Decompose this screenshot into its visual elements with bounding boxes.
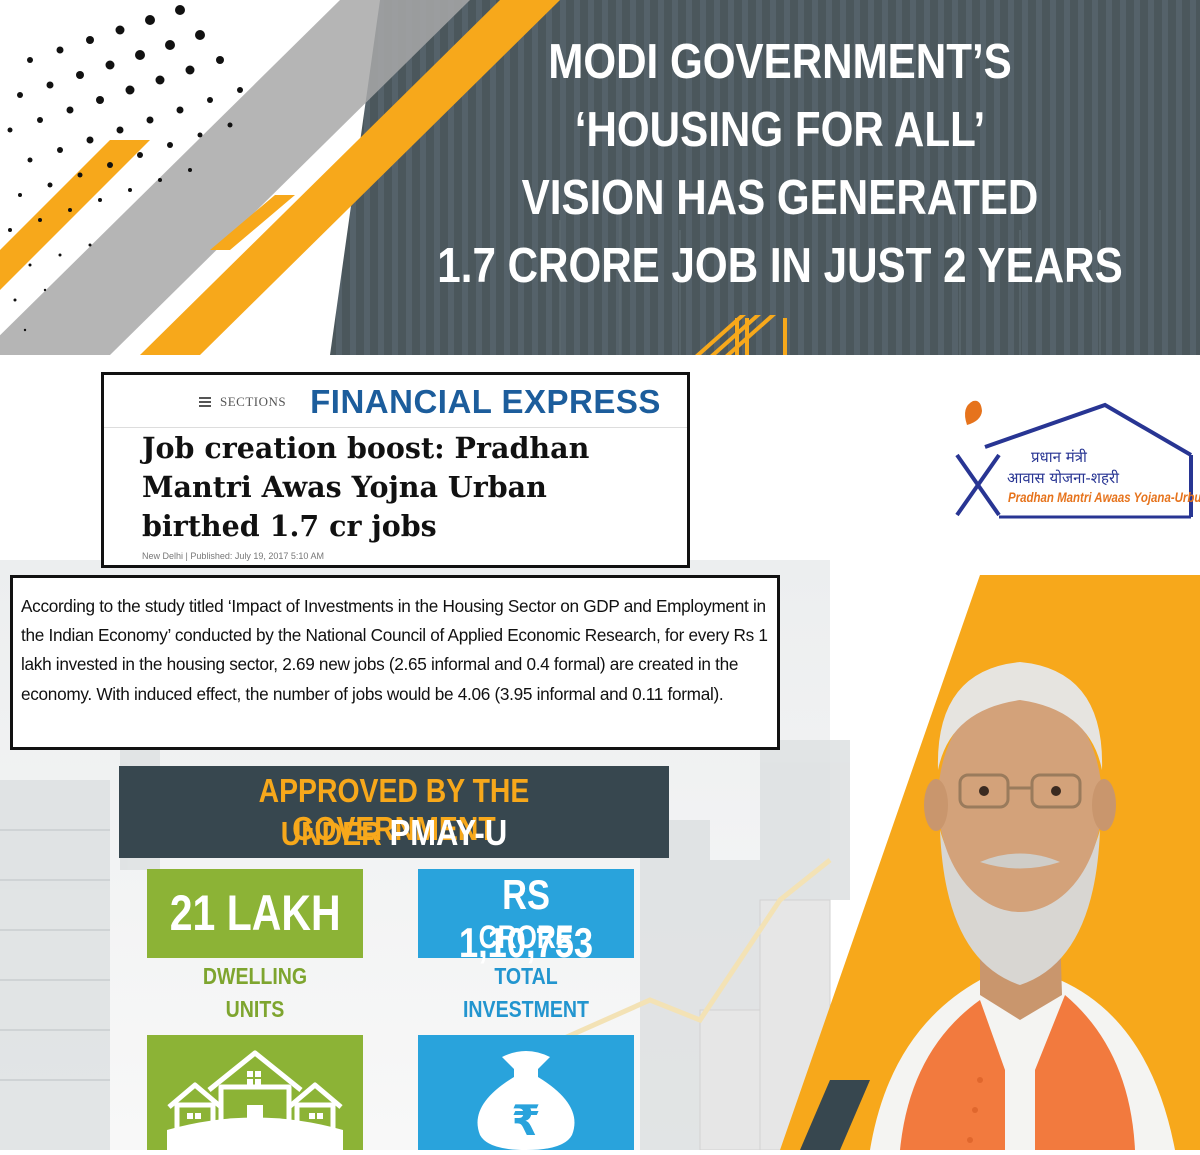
investment-unit: CRORE — [478, 919, 574, 955]
sections-menu[interactable]: SECTIONS — [199, 394, 286, 410]
news-headline: Job creation boost: Pradhan Mantri Awas … — [142, 431, 590, 543]
portrait-photo — [870, 662, 1175, 1150]
pmay-logo — [955, 400, 1193, 519]
headline-line-3: VISION HAS GENERATED — [521, 171, 1039, 225]
dwelling-units-label-line-1: DWELLING — [202, 963, 308, 989]
dwelling-units-value-box: 21 LAKH — [147, 869, 363, 958]
approved-line-1: APPROVED BY THE GOVERNMENT — [258, 772, 530, 847]
investment-icon-box: ₹ — [418, 1035, 634, 1150]
hamburger-menu-icon — [199, 395, 211, 409]
dwelling-units-label: DWELLING UNITS — [147, 960, 363, 1026]
headline-line-1: MODI GOVERNMENT’S — [548, 35, 1012, 89]
investment-label: TOTAL INVESTMENT — [418, 960, 634, 1026]
news-clipping: SECTIONS FINANCIAL EXPRESS Job creation … — [101, 372, 690, 568]
dwelling-units-icon-box — [147, 1035, 363, 1150]
approved-line-2: UNDER PMAY-U — [158, 812, 631, 854]
investment-value: RS 1,10,753 — [458, 871, 594, 966]
money-bag-icon: ₹ — [477, 1051, 575, 1150]
newspaper-brand: FINANCIAL EXPRESS — [310, 383, 661, 420]
svg-text:₹: ₹ — [511, 1096, 540, 1145]
investment-value-box: RS 1,10,753 CRORE — [418, 869, 634, 966]
sections-label: SECTIONS — [220, 394, 287, 409]
news-dateline: New Delhi | Published: July 19, 2017 5:1… — [142, 551, 324, 561]
dwelling-units-value: 21 LAKH — [169, 885, 341, 941]
scheme-name: PMAY-U — [389, 812, 508, 853]
houses-icon — [167, 1050, 343, 1150]
investment-label-line-2: INVESTMENT — [462, 996, 589, 1022]
headline-line-2: ‘HOUSING FOR ALL’ — [574, 103, 986, 157]
headline-line-4: 1.7 CRORE JOB IN JUST 2 YEARS — [437, 239, 1123, 293]
approved-banner: APPROVED BY THE GOVERNMENT UNDER PMAY-U — [119, 766, 669, 858]
investment-label-line-1: TOTAL — [494, 963, 558, 989]
news-header: SECTIONS FINANCIAL EXPRESS — [199, 383, 661, 420]
logo-hindi-line-1: प्रधान मंत्री — [1031, 448, 1087, 466]
approved-under-text: UNDER — [280, 815, 390, 852]
study-paragraph: According to the study titled ‘Impact of… — [10, 575, 780, 750]
dwelling-units-label-line-2: UNITS — [225, 996, 285, 1022]
logo-english-text: Pradhan Mantri Awaas Yojana-Urbun — [1008, 490, 1200, 505]
headline: MODI GOVERNMENT’S ‘HOUSING FOR ALL’ VISI… — [436, 28, 1124, 300]
news-divider — [104, 427, 687, 428]
logo-hindi-line-2: आवास योजना-शहरी — [1007, 469, 1119, 487]
